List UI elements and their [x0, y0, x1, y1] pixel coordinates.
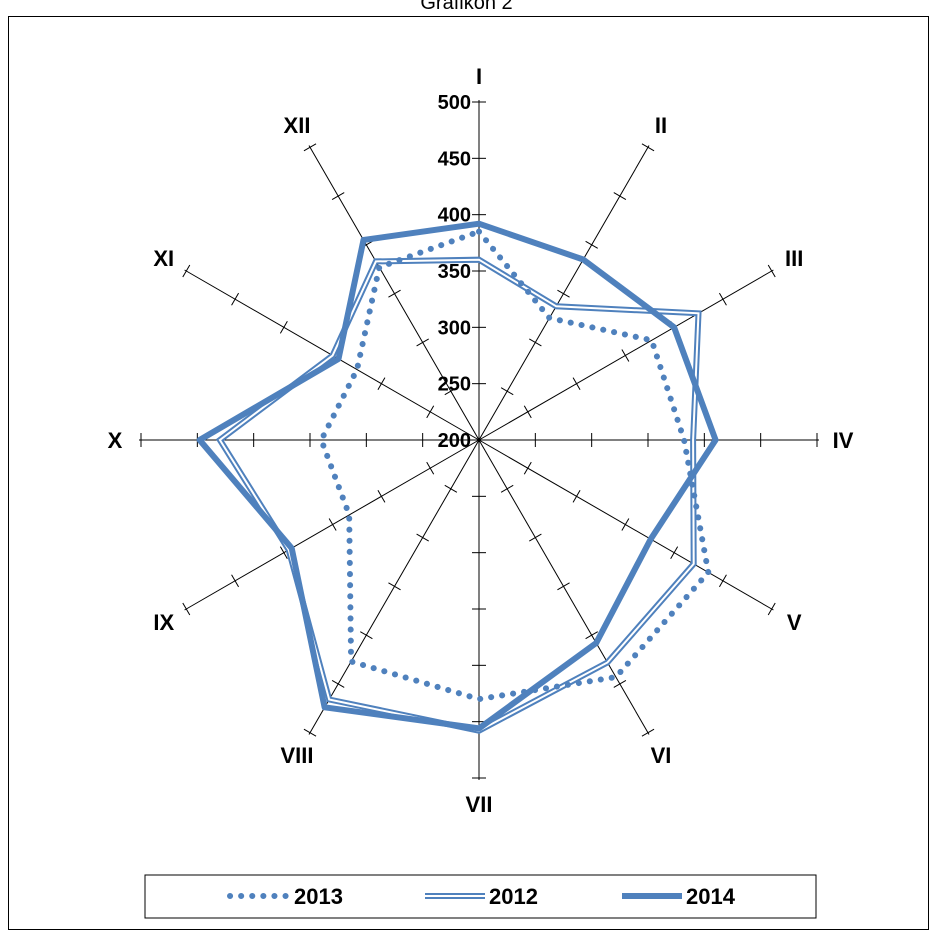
category-label-X: X [108, 428, 123, 453]
axis-tick [621, 518, 630, 531]
legend-label: 2012 [489, 884, 538, 909]
axis-tick [613, 679, 627, 688]
series-line-2013 [318, 228, 712, 703]
axis-tick [426, 461, 435, 475]
axis-tick [585, 631, 598, 640]
axis-tick [500, 387, 514, 396]
axis-tick [767, 602, 776, 616]
axis-line-III [478, 269, 774, 441]
category-label-VI: VI [651, 743, 672, 768]
axis-tick [182, 602, 191, 616]
axis-tick [523, 461, 532, 475]
axis-tick [529, 533, 542, 542]
category-label-IV: IV [833, 428, 854, 453]
axis-tick [641, 728, 655, 737]
axis-tick [388, 289, 401, 298]
axis-tick [621, 349, 630, 362]
axis-tick [572, 490, 581, 503]
category-label-III: III [785, 246, 803, 271]
legend-item-2012: 2012 [425, 884, 538, 909]
axis-tick [182, 264, 191, 278]
axis-tick [718, 574, 727, 588]
category-label-XII: XII [284, 113, 311, 138]
axis-tick [303, 143, 317, 152]
axis-tick [444, 387, 458, 396]
axis-tick [303, 728, 317, 737]
axis-tick [377, 490, 386, 503]
axis-tick [444, 484, 458, 493]
legend: 2013 2012 2014 [227, 884, 736, 909]
axis-tick [231, 574, 240, 588]
radial-tick-label: 500 [438, 92, 471, 114]
radial-tick-label: 200 [438, 430, 471, 452]
radial-tick-label: 250 [438, 374, 471, 396]
axis-tick [500, 484, 514, 493]
axis-tick [279, 321, 288, 334]
legend-item-2013: 2013 [227, 884, 343, 909]
axis-tick [360, 631, 373, 640]
axis-tick [718, 292, 727, 306]
axis-tick [641, 143, 655, 152]
axis-tick [331, 192, 345, 201]
radial-tick-label: 350 [438, 261, 471, 283]
radial-tick-label: 450 [438, 148, 471, 170]
axis-tick [529, 338, 542, 347]
axis-tick [613, 192, 627, 201]
axis-tick [426, 405, 435, 419]
category-label-I: I [476, 64, 482, 89]
category-label-II: II [655, 113, 667, 138]
axis-tick [585, 240, 598, 249]
chart-title: Grafikon 2 [420, 0, 513, 14]
axis-tick [416, 533, 429, 542]
axis-tick [557, 289, 570, 298]
legend-label: 2013 [294, 884, 343, 909]
legend-label: 2014 [686, 884, 736, 909]
axis-tick [670, 546, 679, 559]
category-label-IX: IX [153, 610, 174, 635]
category-label-V: V [787, 610, 802, 635]
axis-tick [279, 546, 288, 559]
axis-tick [331, 679, 345, 688]
category-label-XI: XI [153, 246, 174, 271]
axis-tick [328, 518, 337, 531]
chart-frame [8, 16, 929, 930]
radial-tick-label: 300 [438, 317, 471, 339]
axis-tick [767, 264, 776, 278]
axis-tick [416, 338, 429, 347]
radar-axes [139, 100, 819, 780]
legend-item-2014: 2014 [622, 884, 736, 909]
radar-series [196, 220, 719, 734]
axis-tick [572, 377, 581, 390]
axis-tick [377, 377, 386, 390]
radial-tick-label: 400 [438, 205, 471, 227]
radar-labels: 200250300350400450500IIIIIIIVVVIVIIVIIII… [108, 64, 854, 817]
axis-tick [388, 582, 401, 591]
axis-line-VIII [308, 439, 480, 735]
series-line-2014 [196, 220, 719, 732]
category-label-VIII: VIII [280, 743, 313, 768]
category-label-VII: VII [466, 792, 493, 817]
axis-tick [231, 292, 240, 306]
axis-tick [523, 405, 532, 419]
axis-line-XII [308, 145, 480, 441]
axis-tick [557, 582, 570, 591]
